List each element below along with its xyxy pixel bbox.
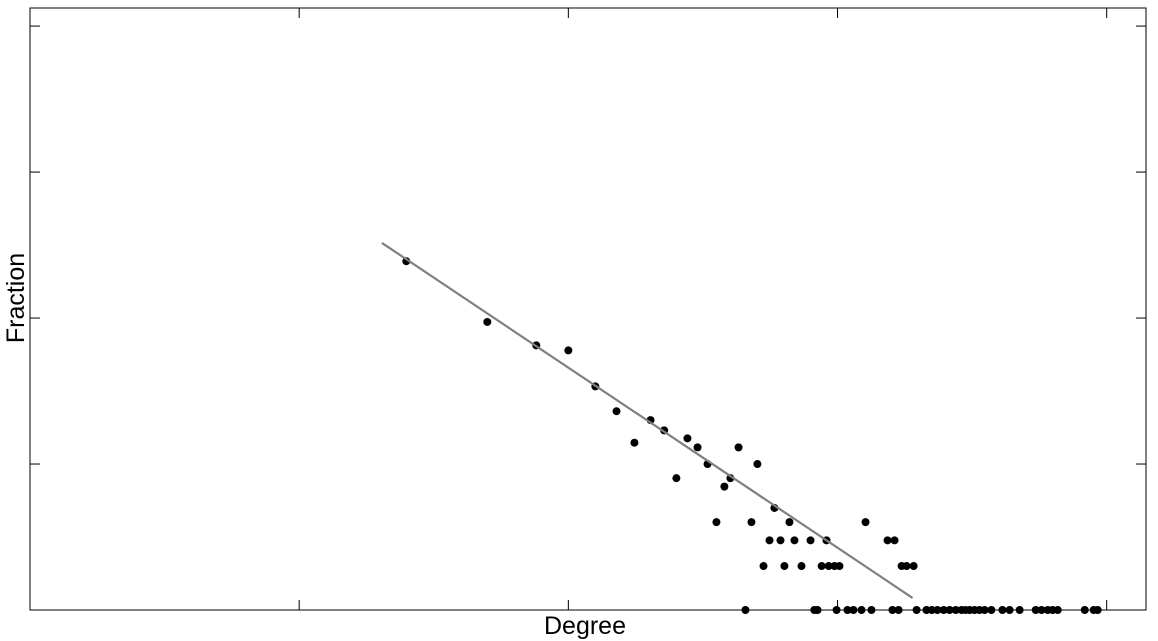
data-point xyxy=(741,606,750,614)
x-axis-label: Degree xyxy=(544,612,626,640)
data-point xyxy=(806,536,815,545)
data-point xyxy=(1053,606,1062,614)
data-point xyxy=(883,536,892,545)
data-point xyxy=(785,518,794,527)
data-point xyxy=(712,518,721,527)
data-point xyxy=(890,536,899,545)
data-point xyxy=(720,482,729,491)
data-point xyxy=(564,346,573,355)
data-point xyxy=(998,606,1007,614)
data-point xyxy=(980,606,989,614)
data-point xyxy=(693,443,702,452)
data-point xyxy=(483,317,492,326)
data-point xyxy=(776,536,785,545)
data-point xyxy=(747,518,756,527)
data-point xyxy=(1093,606,1102,614)
data-point xyxy=(835,562,844,571)
plot-frame xyxy=(29,7,1147,611)
data-point xyxy=(630,438,639,447)
data-point xyxy=(861,518,870,527)
data-point xyxy=(912,606,921,614)
y-axis-label: Fraction xyxy=(2,253,30,343)
data-point xyxy=(765,536,774,545)
data-point xyxy=(813,606,822,614)
data-point xyxy=(753,460,762,469)
data-point xyxy=(790,536,799,545)
data-point xyxy=(939,606,948,614)
data-point xyxy=(888,606,897,614)
data-point xyxy=(1037,606,1046,614)
data-point xyxy=(612,407,621,416)
data-point xyxy=(759,562,768,571)
data-point xyxy=(1005,606,1014,614)
data-point xyxy=(867,606,876,614)
data-point xyxy=(843,606,852,614)
data-point xyxy=(824,562,833,571)
data-point xyxy=(894,606,903,614)
data-point xyxy=(1015,606,1024,614)
data-point xyxy=(672,474,681,483)
data-point xyxy=(849,606,858,614)
data-point xyxy=(832,606,841,614)
data-point xyxy=(945,606,954,614)
data-point xyxy=(927,606,936,614)
data-point xyxy=(780,562,789,571)
data-point xyxy=(951,606,960,614)
data-point xyxy=(817,562,826,571)
data-point xyxy=(683,434,692,443)
data-point xyxy=(734,443,743,452)
fit-line xyxy=(381,242,914,599)
data-point xyxy=(909,562,918,571)
data-point xyxy=(857,606,866,614)
data-point xyxy=(933,606,942,614)
data-point xyxy=(1080,606,1089,614)
data-point xyxy=(1031,606,1040,614)
data-point xyxy=(797,562,806,571)
data-point xyxy=(987,606,996,614)
data-point xyxy=(902,562,911,571)
